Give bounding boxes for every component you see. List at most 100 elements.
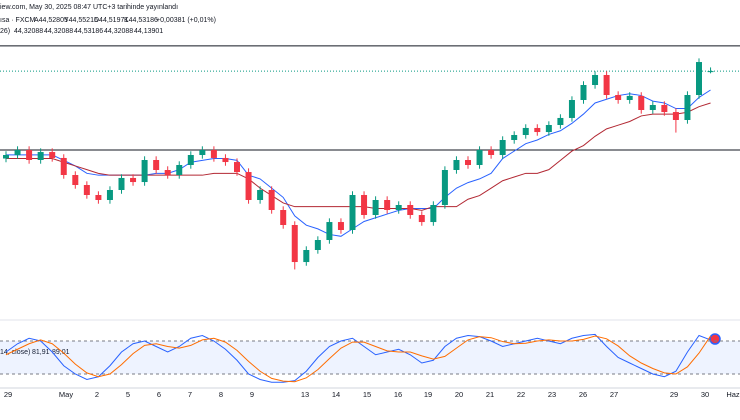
header-text: 26) [0, 28, 10, 35]
candle-body [511, 135, 518, 140]
header-text: +0,00381 (+0,01%) [156, 17, 216, 24]
published-note: iew.com, May 30, 2025 08:47 UTC+3 tarihi… [0, 4, 178, 11]
stoch-band [0, 341, 740, 374]
x-tick-label: May [59, 390, 73, 399]
candle-body [672, 112, 679, 120]
candle-body [465, 160, 471, 165]
candle-body [638, 95, 645, 110]
header-text: 81,91 [32, 349, 50, 356]
candle-body [476, 150, 483, 165]
candle-body [106, 190, 113, 200]
candle-body [441, 170, 448, 205]
x-tick-label: 14 [332, 390, 340, 399]
candle-body [557, 117, 564, 125]
candle-body [49, 152, 56, 158]
candle-body [268, 190, 275, 210]
header-text: K44,53186 [124, 17, 158, 24]
candle-body [568, 100, 575, 118]
candle-body [615, 95, 622, 100]
candle-body [545, 125, 552, 133]
header-text: 14, close) [0, 349, 30, 356]
candle-body [222, 157, 229, 163]
plot: 29 May 2 5 6 7 8 9 13 14 15 16 19 20 21 22 23 26 27 29 30 Haz [0, 45, 740, 399]
candle-body [176, 165, 183, 175]
candle-body [257, 190, 264, 200]
candle-body [384, 200, 391, 210]
candle-body [130, 177, 137, 183]
candle-body [199, 150, 206, 155]
candle-body [407, 205, 414, 215]
header-text: 44,13901 [134, 28, 163, 35]
candle-body [303, 250, 310, 263]
header-text: 44,32088 [44, 28, 73, 35]
candle-body [245, 172, 252, 200]
candle-body [153, 160, 160, 170]
candle-body [603, 75, 610, 95]
x-tick-label: 23 [548, 390, 556, 399]
candle-body [453, 160, 460, 170]
candle-body [95, 195, 102, 200]
x-tick-label: 26 [579, 390, 587, 399]
header-text: A44,52805 [34, 17, 68, 24]
candle-body [626, 95, 633, 100]
candle-body [14, 150, 21, 155]
candle-body [649, 105, 656, 110]
header-text: 44,32088 [14, 28, 43, 35]
x-tick-label: 9 [250, 390, 254, 399]
candle-body [522, 127, 529, 135]
x-tick-label: 6 [157, 390, 161, 399]
x-tick-label: 15 [363, 390, 371, 399]
candle-body [72, 175, 79, 185]
x-tick-label: 19 [424, 390, 432, 399]
candle-body [349, 195, 356, 230]
header-text: 89,01 [52, 349, 70, 356]
candle-body [430, 205, 437, 223]
candle-body [3, 155, 9, 159]
candle-body [118, 177, 125, 190]
candle-body [488, 150, 495, 155]
candle-body [83, 185, 90, 195]
candle-body [499, 140, 506, 155]
x-tick-label: 29 [670, 390, 678, 399]
candle-body [314, 240, 321, 250]
header-text: ısa · FXCM [0, 17, 36, 24]
candle-body [187, 155, 194, 165]
candle-body [280, 210, 287, 225]
x-tick-label: 27 [610, 390, 618, 399]
indicator-line [6, 102, 711, 211]
x-tick-label: Haz [726, 390, 740, 399]
candle-body [580, 85, 587, 100]
candle-body [37, 152, 44, 160]
alert-icon[interactable] [709, 333, 721, 345]
x-tick-label: 22 [517, 390, 525, 399]
header-text: 44,53186 [74, 28, 103, 35]
candle-body [210, 150, 217, 158]
x-tick-label: 21 [486, 390, 494, 399]
header-text: Y44,55216 [64, 17, 98, 24]
x-tick-label: 13 [301, 390, 309, 399]
x-tick-label: 5 [126, 390, 130, 399]
candle-body [60, 157, 67, 175]
x-tick-label: 7 [188, 390, 192, 399]
candle-body [696, 62, 702, 95]
candle-body [291, 225, 298, 263]
candle-body [337, 222, 344, 230]
candle-body [684, 95, 691, 120]
candle-body [164, 170, 171, 175]
candle-body [418, 215, 425, 223]
x-tick-label: 20 [455, 390, 463, 399]
x-tick-label: 8 [219, 390, 223, 399]
stoch-line [5, 335, 711, 383]
candle-body [592, 75, 599, 85]
candle-body [141, 160, 148, 183]
candle-body [326, 222, 333, 240]
candle-body [534, 127, 541, 133]
candle-body [234, 162, 240, 173]
x-tick-label: 30 [701, 390, 709, 399]
x-tick-label: 16 [394, 390, 402, 399]
header: ısa · FXCMA44,52805Y44,55216D44,51971K44… [0, 17, 216, 356]
candle-body [26, 150, 33, 160]
x-tick-label: 2 [95, 390, 99, 399]
candle-body [707, 71, 714, 73]
